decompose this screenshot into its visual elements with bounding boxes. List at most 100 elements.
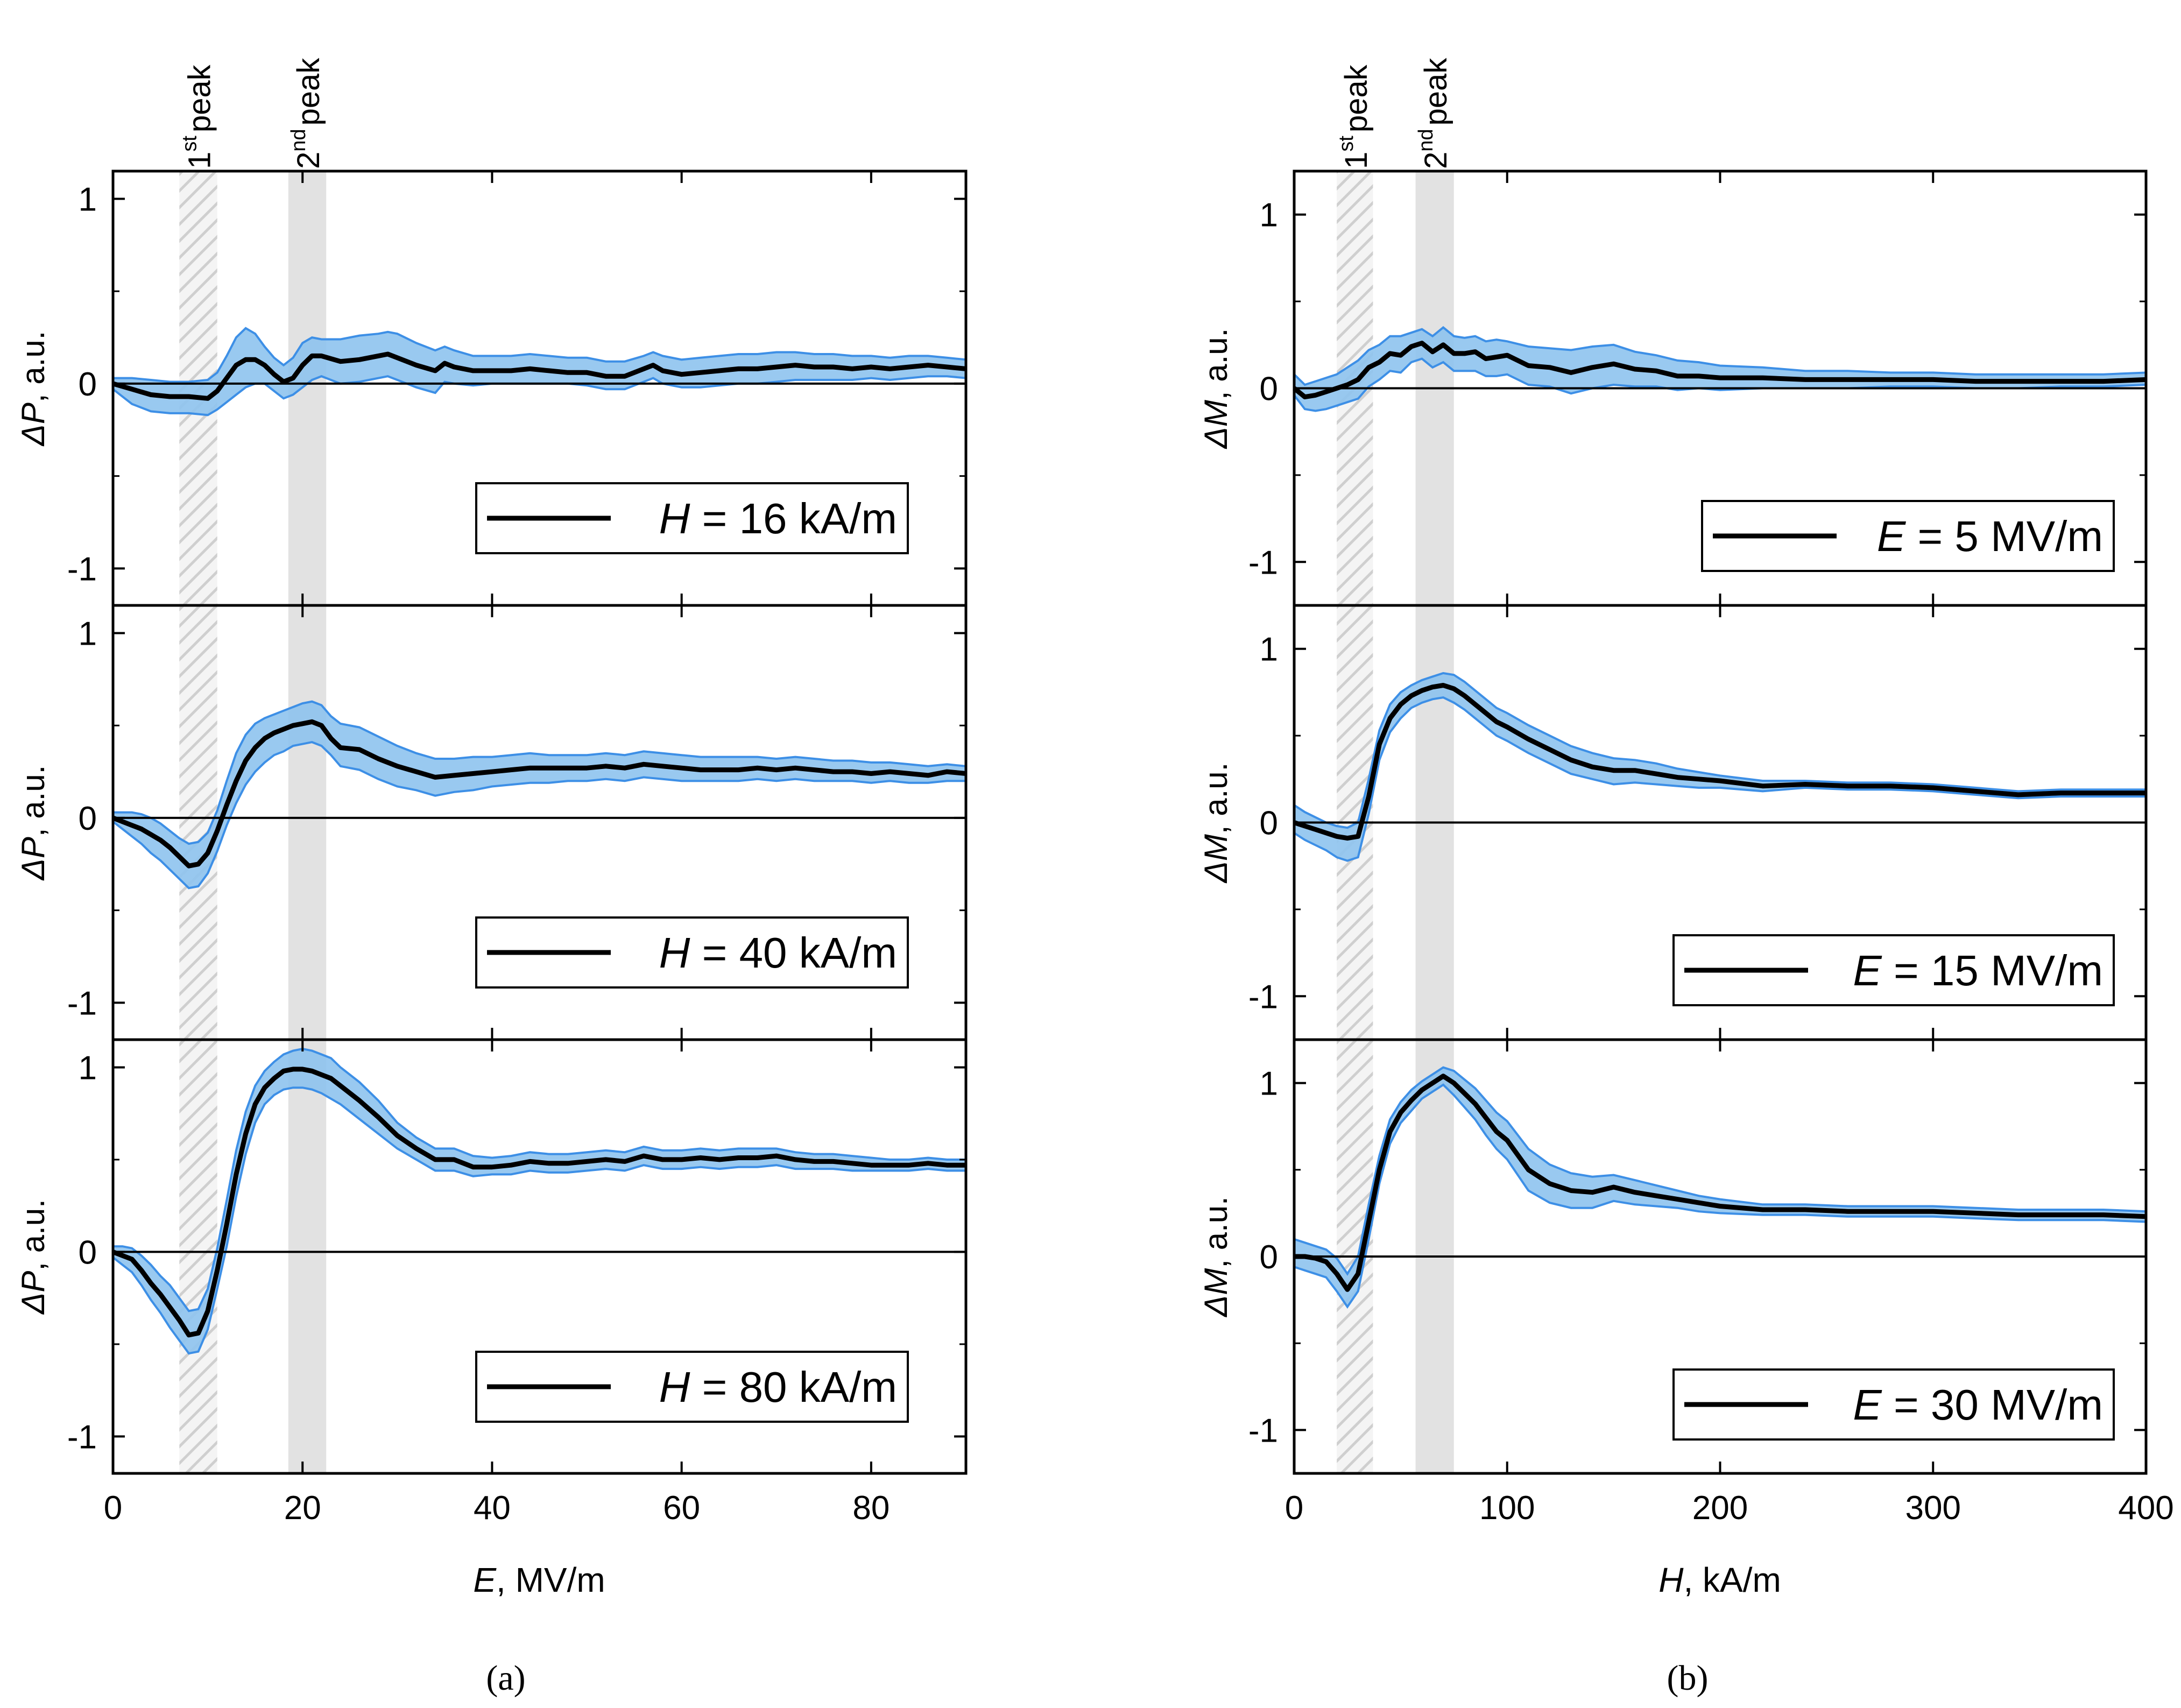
y-axis-label: ΔP, a.u. <box>15 331 51 447</box>
y-tick-label: 1 <box>79 181 97 218</box>
y-axis-label: ΔP, a.u. <box>15 765 51 881</box>
y-tick-label: 0 <box>1260 1239 1278 1276</box>
y-axis-label-unit: , a.u. <box>15 331 51 403</box>
subplot-0-2: -1 0 1 ΔP, a.u. H = 80 kA/m <box>15 1038 968 1475</box>
x-axis-label: H, kA/m <box>1658 1561 1781 1599</box>
legend-label: H = 80 kA/m <box>659 1363 897 1411</box>
legend-variable: E <box>1877 512 1907 560</box>
peak-label-1: 1st peak <box>1335 64 1374 169</box>
x-axis-label: E, MV/m <box>473 1561 605 1599</box>
y-tick-label: 0 <box>79 1234 97 1271</box>
legend-label: E = 30 MV/m <box>1853 1381 2103 1429</box>
x-axis-label-unit: , kA/m <box>1683 1561 1781 1599</box>
peak-label-number: 2 <box>1418 152 1453 169</box>
y-tick-label: -1 <box>1248 978 1278 1015</box>
legend-value: = 16 kA/m <box>690 495 897 542</box>
x-tick-label: 60 <box>663 1490 700 1527</box>
y-axis-label: ΔM, a.u. <box>1198 328 1234 450</box>
legend-label: E = 15 MV/m <box>1853 947 2103 994</box>
error-band <box>112 700 967 890</box>
y-axis-label-variable: ΔM <box>1198 400 1234 449</box>
legend-value: = 5 MV/m <box>1905 512 2103 560</box>
y-axis-label-unit: , a.u. <box>1198 328 1234 400</box>
y-tick-label: 0 <box>79 800 97 837</box>
y-tick-label: -1 <box>67 550 97 588</box>
peak-label-number: 1 <box>1339 152 1374 169</box>
peak-label-1: 1st peak <box>179 64 217 169</box>
legend-variable: E <box>1853 947 1882 994</box>
legend-variable: H <box>659 1363 690 1411</box>
y-tick-label: 1 <box>1260 197 1278 234</box>
peak-label-superscript: nd <box>287 129 310 151</box>
legend-label: H = 16 kA/m <box>659 495 897 542</box>
subplot-1-2: -1 0 1 ΔM, a.u. E = 30 MV/m <box>1198 1038 2148 1475</box>
mean-line <box>112 719 966 869</box>
error-band <box>112 1048 967 1355</box>
axes-frame <box>111 1038 968 1475</box>
x-tick-label: 40 <box>474 1490 511 1527</box>
y-axis-label-variable: ΔP <box>15 403 51 447</box>
peak-label-number: 2 <box>291 152 326 169</box>
peak-label-text: peak <box>1339 64 1374 132</box>
y-axis-label-variable: ΔP <box>15 837 51 881</box>
mean-line <box>1293 683 2146 841</box>
x-axis-label-variable: H <box>1658 1561 1684 1599</box>
y-tick-label: 1 <box>1260 1065 1278 1103</box>
peak-label-number: 1 <box>182 152 217 169</box>
peak-label-superscript: st <box>179 136 201 152</box>
y-tick-label: 1 <box>79 1049 97 1086</box>
x-tick-label: 0 <box>1285 1490 1303 1527</box>
panel-a-caption: (a) <box>486 1658 525 1698</box>
mean-line <box>1294 1074 2147 1292</box>
legend-value: = 30 MV/m <box>1882 1381 2103 1429</box>
peak-label-2: 2nd peak <box>1415 58 1453 169</box>
legend: H = 40 kA/m <box>475 916 909 989</box>
y-tick-label: 0 <box>1260 805 1278 842</box>
legend-variable: E <box>1853 1381 1882 1429</box>
y-axis-label: ΔM, a.u. <box>1198 763 1234 884</box>
y-tick-label: -1 <box>67 985 97 1022</box>
y-axis-label-unit: , a.u. <box>15 765 51 837</box>
y-tick-label: 0 <box>1260 371 1278 408</box>
legend: E = 30 MV/m <box>1672 1368 2115 1441</box>
mean-line <box>112 351 966 401</box>
legend: H = 16 kA/m <box>475 482 909 554</box>
y-tick-label: 1 <box>1260 631 1278 668</box>
legend-variable: H <box>659 929 690 977</box>
x-tick-label: 200 <box>1692 1490 1748 1527</box>
legend-value: = 80 kA/m <box>690 1363 897 1411</box>
x-tick-label: 80 <box>852 1490 890 1527</box>
x-tick-label: 20 <box>284 1490 321 1527</box>
peak-label-text: peak <box>182 64 217 132</box>
peak-label-superscript: nd <box>1415 129 1437 151</box>
y-axis-label-unit: , a.u. <box>1198 763 1234 834</box>
y-tick-label: -1 <box>1248 1412 1278 1449</box>
peak-label-text: peak <box>291 58 326 126</box>
legend-label: H = 40 kA/m <box>659 929 897 977</box>
legend: E = 5 MV/m <box>1701 500 2115 572</box>
y-tick-label: -1 <box>67 1418 97 1456</box>
x-tick-label: 400 <box>2118 1490 2173 1527</box>
legend-value: = 40 kA/m <box>690 929 897 977</box>
mean-line <box>112 1067 966 1338</box>
y-tick-label: 0 <box>79 366 97 403</box>
peak-label-superscript: st <box>1335 136 1358 152</box>
y-axis-label-unit: , a.u. <box>15 1199 51 1271</box>
x-axis-label-unit: , MV/m <box>496 1561 605 1599</box>
peak-label-text: peak <box>1418 58 1453 126</box>
y-axis-label: ΔP, a.u. <box>15 1199 51 1315</box>
y-tick-label: 1 <box>79 616 97 653</box>
legend: H = 80 kA/m <box>475 1351 909 1423</box>
y-axis-label-variable: ΔP <box>15 1271 51 1315</box>
subplot-0-1: -1 0 1 ΔP, a.u. H = 40 kA/m <box>15 604 968 1041</box>
legend: E = 15 MV/m <box>1672 934 2115 1006</box>
mean-line <box>1293 341 2147 400</box>
x-tick-label: 100 <box>1479 1490 1535 1527</box>
legend-value: = 15 MV/m <box>1882 947 2103 994</box>
subplot-1-0: -1 0 1 ΔM, a.u. E = 5 MV/m <box>1198 170 2148 607</box>
y-tick-label: -1 <box>1248 544 1278 581</box>
x-tick-label: 0 <box>104 1490 122 1527</box>
